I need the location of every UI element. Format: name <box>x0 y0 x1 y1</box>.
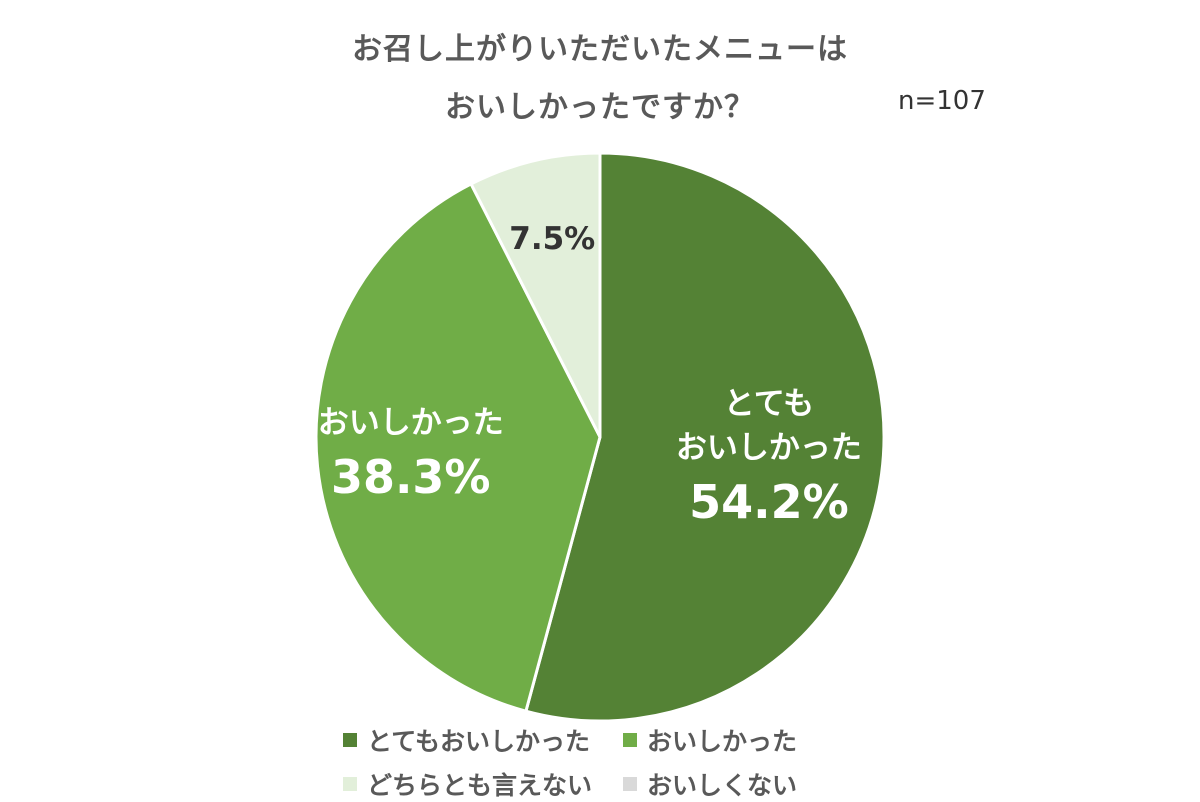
legend: とてもおいしかった おいしかったどちらとも言えない おいしくない <box>343 722 863 802</box>
slice-0-name-line-0: とても <box>724 386 815 422</box>
pie-slices <box>314 151 886 723</box>
slice-1-name-line-0: おいしかった <box>318 405 504 441</box>
legend-item-2: どちらとも言えない <box>343 766 623 802</box>
legend-swatch-3 <box>623 777 637 791</box>
chart-title-line2: おいしかったですか？ <box>445 90 755 125</box>
slice-0-value-label: 54.2% <box>689 475 849 529</box>
legend-label-0: とてもおいしかった <box>367 727 591 756</box>
legend-item-1: おいしかった <box>623 722 863 758</box>
legend-swatch-2 <box>343 777 357 791</box>
slice-0-name-line-1: おいしかった <box>676 430 862 466</box>
pie-labels: とてもおいしかった 54.2% おいしかった 38.3% 7.5% <box>318 221 862 529</box>
legend-swatch-0 <box>343 733 357 747</box>
pie-slice-0 <box>524 151 886 723</box>
legend-label-3: おいしくない <box>647 771 798 800</box>
slice-1-value-label: 38.3% <box>331 450 491 504</box>
legend-item-3: おいしくない <box>623 766 863 802</box>
pie-slice-1 <box>314 182 602 713</box>
legend-item-0: とてもおいしかった <box>343 722 623 758</box>
legend-label-2: どちらとも言えない <box>367 771 593 800</box>
pie-slice-2 <box>469 151 602 439</box>
slice-2-value-label: 7.5% <box>509 221 595 257</box>
legend-label-1: おいしかった <box>647 727 798 756</box>
legend-swatch-1 <box>623 733 637 747</box>
chart-title-line1: お召し上がりいただいたメニューは <box>352 32 848 67</box>
sample-size-label: n=107 <box>898 86 986 116</box>
